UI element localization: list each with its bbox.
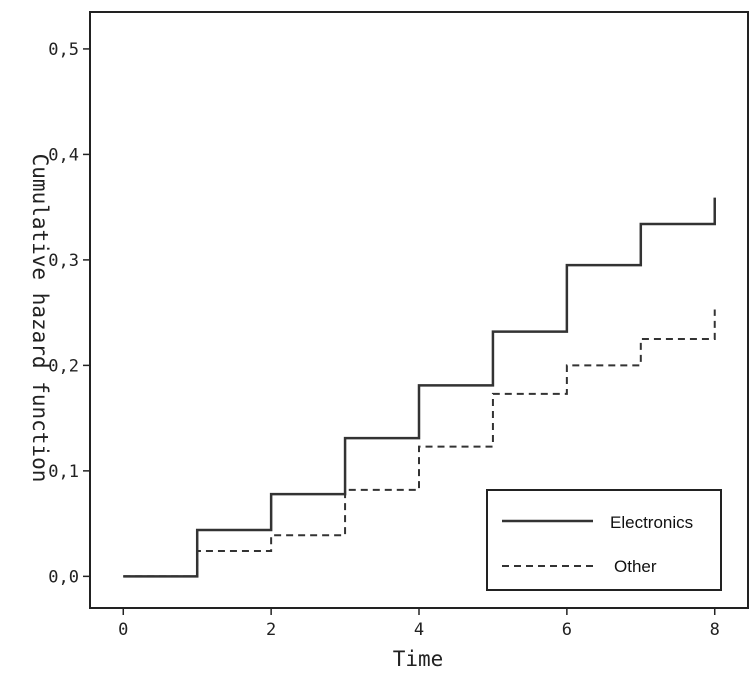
legend-label-other: Other <box>614 557 657 576</box>
y-tick-label: 0,0 <box>48 567 79 587</box>
x-axis-title: Time <box>393 647 444 671</box>
x-tick-label: 0 <box>118 620 128 640</box>
y-axis: 0,00,10,20,30,40,5 <box>48 40 90 587</box>
y-tick-label: 0,5 <box>48 40 79 60</box>
x-tick-label: 4 <box>414 620 424 640</box>
x-axis: 0 2 4 6 8 <box>118 608 720 640</box>
legend-box <box>487 490 721 590</box>
x-tick-label: 2 <box>266 620 276 640</box>
legend: Electronics Other <box>487 490 721 590</box>
legend-label-electronics: Electronics <box>610 513 693 532</box>
x-tick-label: 6 <box>562 620 572 640</box>
x-tick-label: 8 <box>710 620 720 640</box>
y-axis-title: Cumulative hazard function <box>28 154 52 483</box>
